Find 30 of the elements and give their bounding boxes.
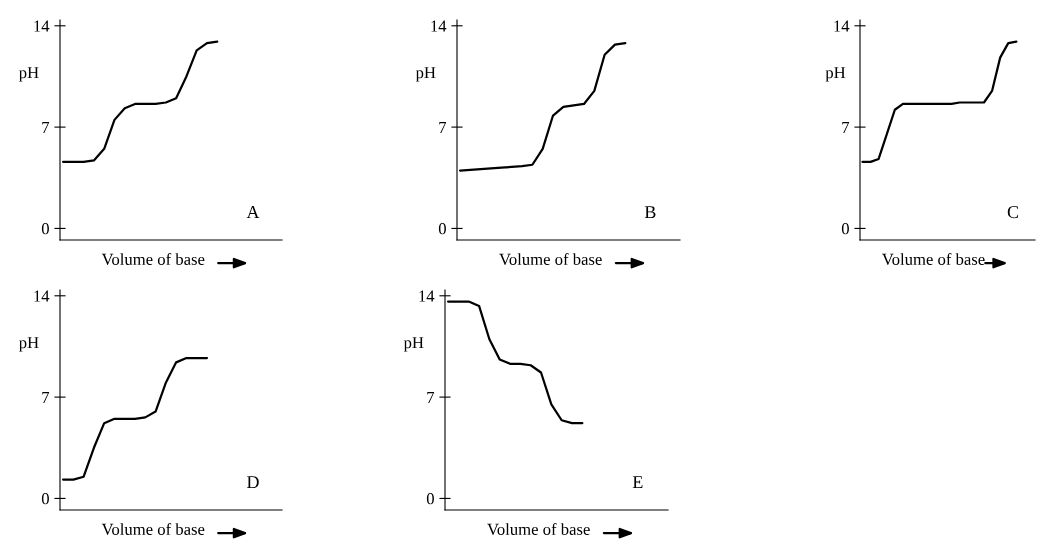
x-axis-title: Volume of base	[882, 253, 985, 266]
y-axis-title: pH	[825, 67, 846, 82]
x-axis-title: Volume of base	[101, 523, 205, 536]
y-tick-label: 14	[834, 20, 850, 32]
y-tick-label: 7	[427, 391, 435, 403]
y-tick-label: 14	[34, 20, 50, 32]
y-tick-label: 0	[841, 223, 849, 235]
y-tick-label: 0	[426, 493, 434, 505]
annotation: A	[246, 206, 260, 218]
y-axis-title: pH	[19, 67, 39, 82]
y-tick-label: 0	[438, 223, 446, 235]
x-axis-title: Volume of base	[487, 523, 590, 536]
y-tick-label: 14	[431, 20, 447, 32]
x-axis-title: Volume of base	[101, 253, 205, 266]
y-tick-label: 7	[842, 121, 850, 133]
y-axis-title: pH	[403, 337, 424, 352]
y-tick-label: 14	[34, 290, 50, 302]
y-tick-label: 7	[42, 391, 50, 403]
y-tick-label: 0	[41, 493, 49, 505]
x-axis-title: Volume of base	[499, 253, 602, 266]
annotation: E	[632, 476, 643, 488]
y-tick-label: 7	[439, 121, 447, 133]
y-tick-label: 0	[41, 223, 49, 235]
y-axis-title: pH	[19, 337, 39, 352]
annotation: B	[644, 206, 656, 219]
y-tick-label: 14	[419, 290, 435, 302]
annotation: D	[247, 476, 259, 489]
y-axis-title: pH	[415, 67, 436, 82]
annotation: C	[1007, 206, 1019, 219]
y-tick-label: 7	[42, 121, 50, 133]
